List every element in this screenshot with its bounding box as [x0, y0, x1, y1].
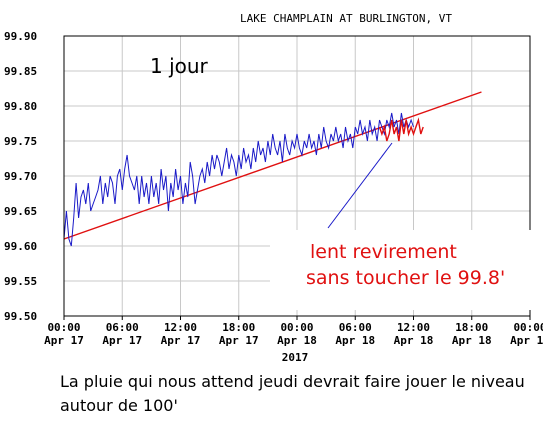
y-tick-label: 99.75	[4, 135, 37, 148]
y-tick-label: 99.85	[4, 65, 37, 78]
x-tick-date-label: Apr 18	[452, 334, 492, 347]
x-tick-time-label: 00:00	[280, 321, 313, 334]
chart: LAKE CHAMPLAIN AT BURLINGTON, VT 99.5099…	[4, 12, 543, 364]
callout-line-1: lent revirement	[310, 241, 457, 263]
x-tick-date-label: Apr 17	[44, 334, 84, 347]
y-tick-label: 99.50	[4, 310, 37, 323]
plot-frame	[63, 35, 531, 317]
y-tick-label: 99.55	[4, 275, 37, 288]
chart-title: LAKE CHAMPLAIN AT BURLINGTON, VT	[240, 12, 452, 25]
x-tick-date-label: Apr 18	[277, 334, 317, 347]
x-axis-year-label: 2017	[282, 351, 309, 364]
x-tick-time-label: 12:00	[164, 321, 197, 334]
x-tick-date-label: Apr 17	[102, 334, 142, 347]
x-tick-time-label: 06:00	[106, 321, 139, 334]
y-axis-ticks: 99.50 99.55 99.60 99.65 99.70 99.75 99.80 99.85…	[4, 30, 37, 323]
x-tick-time-label: 06:00	[339, 321, 372, 334]
caption: La pluie qui nous attend jeudi devrait f…	[60, 372, 525, 415]
x-tick-time-label: 18:00	[455, 321, 488, 334]
x-tick-date-label: Apr 18	[394, 334, 434, 347]
period-annotation: 1 jour	[150, 54, 209, 78]
series-line-1	[378, 117, 424, 142]
x-tick-time-label: 18:00	[222, 321, 255, 334]
x-tick-date-label: Apr 19	[510, 334, 543, 347]
callout-box	[270, 230, 532, 310]
series-group	[63, 91, 482, 247]
y-tick-label: 99.65	[4, 205, 37, 218]
x-tick-date-label: Apr 17	[161, 334, 201, 347]
series-line-0	[63, 112, 414, 247]
x-tick-time-label: 12:00	[397, 321, 430, 334]
x-tick-date-label: Apr 18	[335, 334, 375, 347]
y-tick-label: 99.90	[4, 30, 37, 43]
y-tick-label: 99.60	[4, 240, 37, 253]
callout-line-2: sans toucher le 99.8'	[306, 267, 505, 289]
trend-line	[63, 91, 482, 240]
x-tick-date-label: Apr 17	[219, 334, 259, 347]
x-tick-time-label: 00:00	[47, 321, 80, 334]
x-tick-time-label: 00:00	[513, 321, 543, 334]
y-tick-label: 99.70	[4, 170, 37, 183]
y-tick-label: 99.80	[4, 100, 37, 113]
callout-pointer-line	[327, 142, 393, 229]
